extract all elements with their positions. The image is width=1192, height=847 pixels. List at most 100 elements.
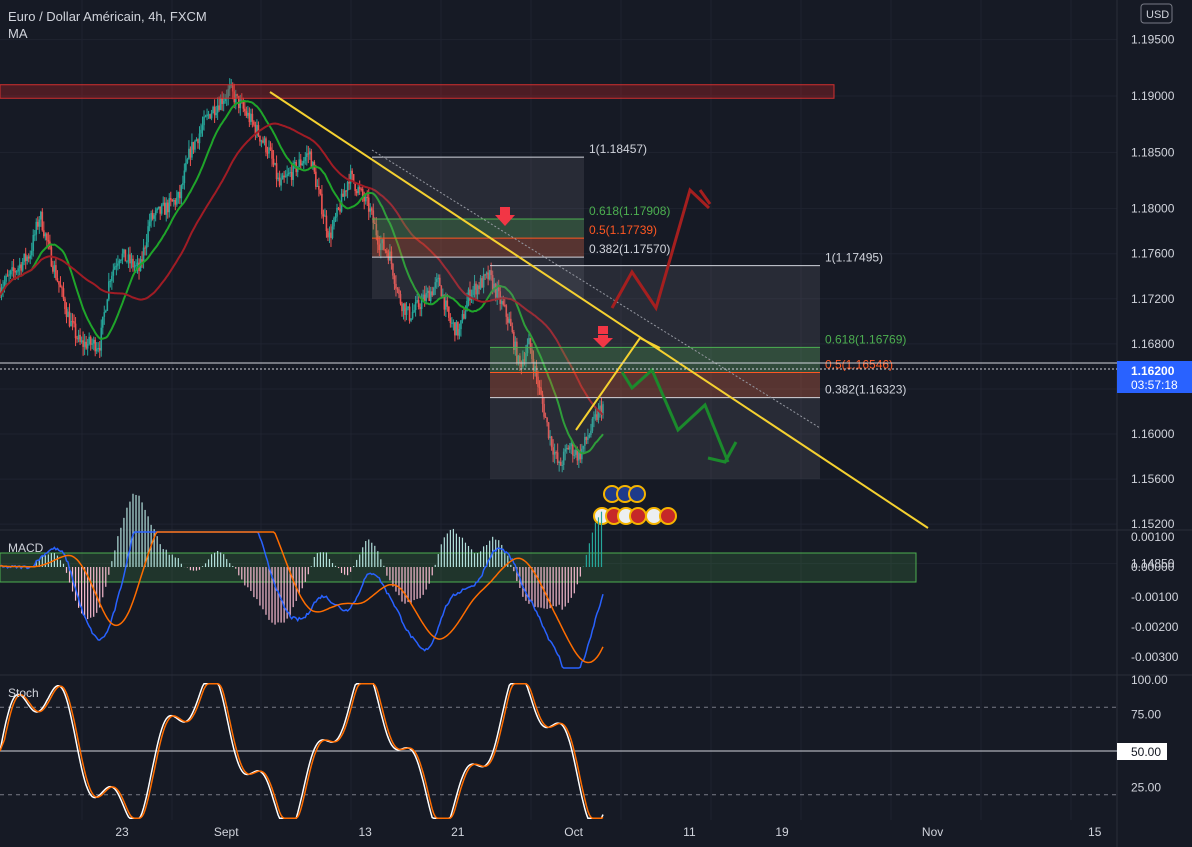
candle-body [455,321,458,336]
candle-body [165,202,168,215]
candle-body [289,172,291,174]
candle-body [422,294,424,300]
interval-label[interactable]: 4h [148,9,163,24]
candle-body [484,274,486,276]
candle-body [526,344,529,354]
candle-body [482,274,485,288]
candle-body [269,147,272,150]
candle-body [293,162,296,164]
candle-body [389,251,391,261]
candle-body [588,435,591,438]
candle-body [275,163,278,180]
symbol-name[interactable]: Euro / Dollar Américain [8,9,141,24]
candle-body [204,116,207,118]
candle-body [151,213,154,219]
candle-body [150,213,152,222]
candle-body [260,140,263,142]
candle-body [278,177,281,186]
candle-body [83,341,86,347]
candle-body [244,108,246,112]
candle-body [287,173,290,175]
candle-body [23,253,25,262]
candle-body [132,258,134,268]
candle-body [126,261,128,263]
candle-body [345,190,347,192]
current-price-label: 1.16200 [1131,364,1175,378]
candle-body [564,449,567,452]
candle-body [67,311,69,317]
candle-body [360,188,362,190]
candle-body [491,275,494,291]
stoch-pane-label[interactable]: Stoch [8,686,39,700]
candle-body [361,189,364,197]
candle-body [182,183,184,186]
us-flag-event-icon [659,507,677,525]
candle-body [192,142,195,150]
indicator-ma-label[interactable]: MA [8,26,28,41]
candle-body [568,446,571,450]
candle-body [428,290,431,301]
candle-body [318,185,320,190]
candle-body [219,98,222,110]
candle-body [334,216,337,218]
time-tick-label: Oct [564,825,583,839]
candle-body [120,259,122,261]
candle-body [355,191,358,194]
candle-body [157,206,160,209]
candle-body [469,289,471,300]
candle-body [230,85,233,87]
candle-body [176,197,178,205]
candle-body [98,348,101,351]
candle-body [18,264,21,269]
candle-body [242,101,245,109]
candle-body [124,249,127,262]
candle-body [407,306,409,309]
candle-body [2,286,4,291]
candle-body [144,247,146,249]
candle-body [600,405,603,415]
candle-body [174,200,177,205]
candle-body [511,326,514,332]
candle-body [555,452,557,454]
candle-body [56,278,59,282]
candle-body [410,318,412,321]
candle-body [114,266,116,270]
candle-body [32,234,35,251]
candle-body [540,387,542,395]
candle-body [76,338,78,340]
macd-line [0,531,604,669]
candle-body [302,160,305,164]
candle-body [121,253,124,260]
candle-body [86,343,89,349]
candle-body [108,281,110,300]
candle-body [463,314,465,319]
fib-box [372,157,584,299]
candle-body [129,254,131,264]
candle-body [502,301,505,305]
candle-body [189,148,192,158]
macd-pane-label[interactable]: MACD [8,541,44,555]
candle-body [506,316,509,323]
candle-body [381,239,384,244]
macd-highlight-zone [0,552,917,583]
candle-body [408,306,411,321]
us-flag-event-icon [629,507,647,525]
price-tick-label: 1.16800 [1131,337,1175,351]
candle-body [74,323,77,339]
header-sep-1: , [140,9,149,24]
candle-body [384,249,387,251]
candle-body [558,461,560,463]
price-tick-label: 1.17200 [1131,292,1175,306]
candle-body [179,192,181,199]
candle-body [516,341,518,364]
candle-body [221,98,223,104]
price-tick-label: 1.15600 [1131,472,1175,486]
candle-body [426,290,429,293]
stoch-d-line [0,683,604,819]
candle-body [136,262,139,265]
candle-body [582,445,585,449]
candle-body [375,223,378,236]
candle-body [197,139,199,144]
candle-body [233,91,236,103]
